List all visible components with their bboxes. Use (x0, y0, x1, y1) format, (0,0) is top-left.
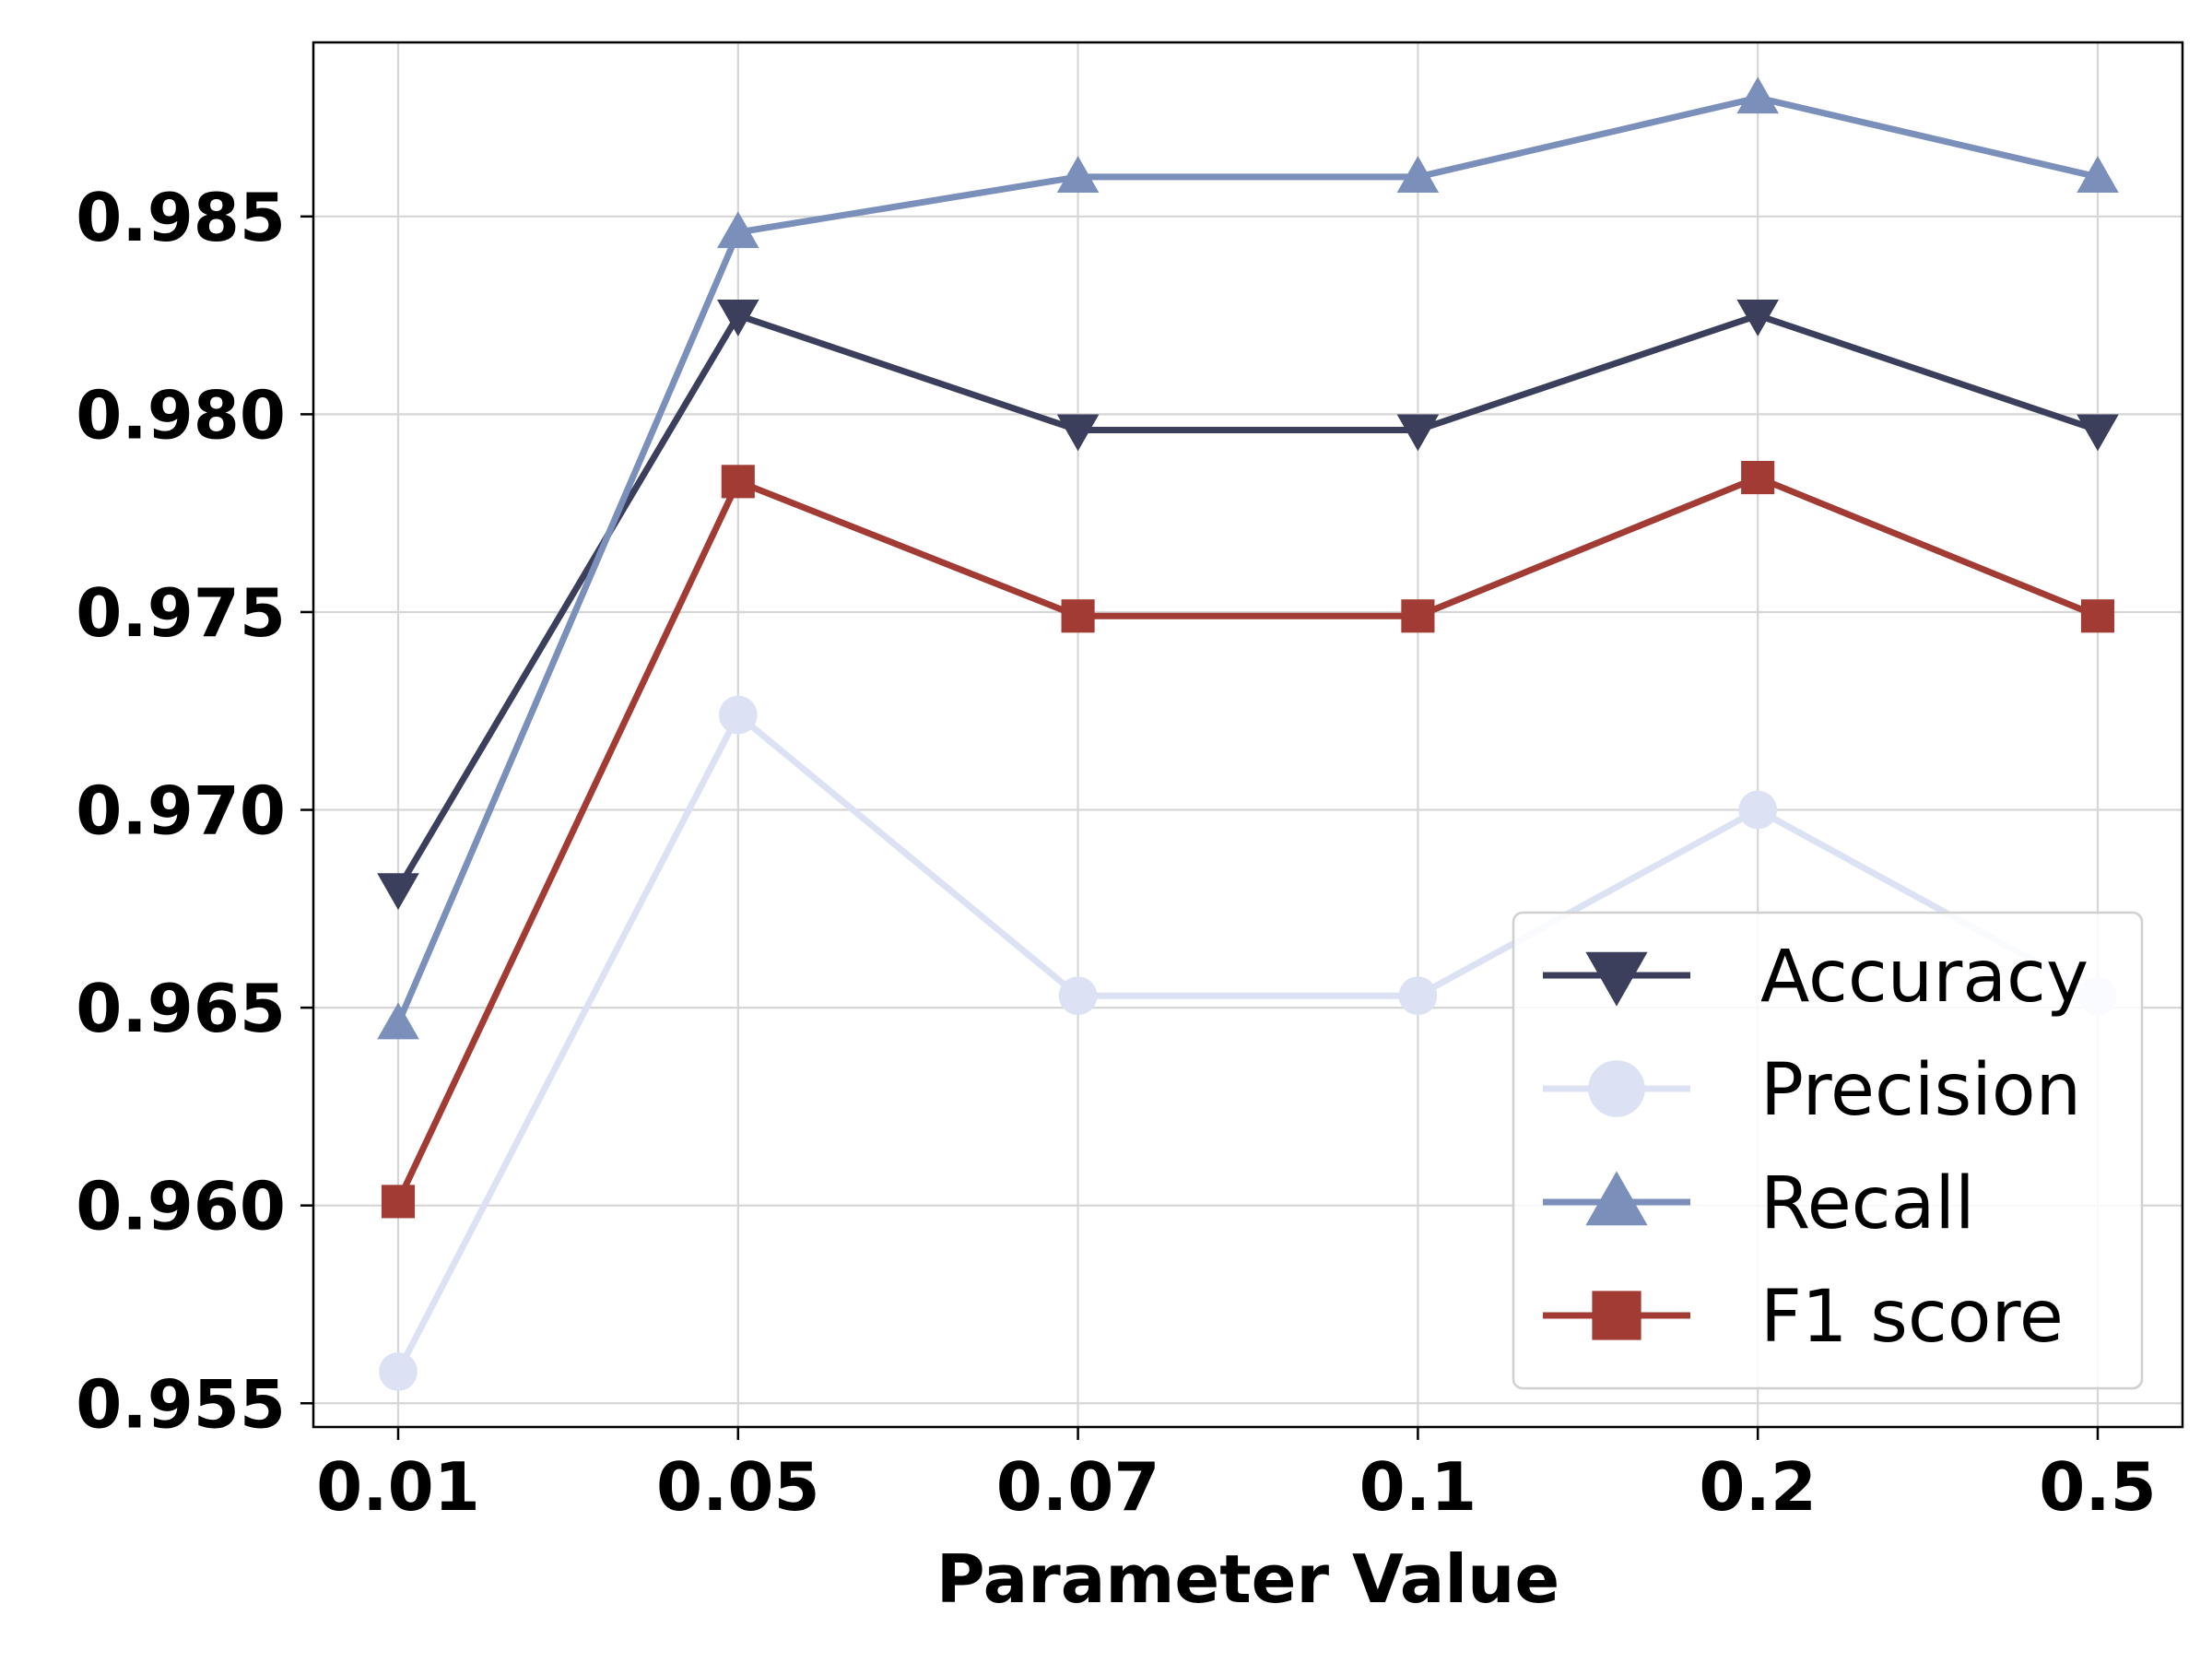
data-point (1058, 976, 1098, 1016)
legend-marker (1588, 1060, 1645, 1117)
x-tick-label: 0.01 (316, 1448, 480, 1526)
data-point (717, 211, 759, 249)
legend-label: Precision (1760, 1049, 2081, 1132)
y-tick-label: 0.965 (76, 970, 286, 1047)
legend-item: Accuracy (1543, 936, 2088, 1019)
data-point (1736, 77, 1779, 114)
data-point (1738, 790, 1778, 830)
x-tick-label: 0.1 (1359, 1448, 1477, 1526)
series-line (394, 474, 2101, 1205)
data-point (1396, 156, 1440, 194)
x-axis-title: Parameter Value (936, 1540, 1559, 1618)
legend-marker (1592, 1291, 1641, 1340)
data-point (1401, 599, 1435, 633)
data-point (1736, 300, 1779, 336)
legend-marker (1585, 1171, 1648, 1226)
data-point (717, 300, 759, 336)
series-layer (377, 77, 2119, 1391)
legend-marker (1585, 951, 1648, 1007)
series-accuracy (377, 300, 2119, 911)
y-tick-label: 0.960 (76, 1168, 286, 1245)
data-point (721, 465, 755, 499)
y-tick-label: 0.955 (76, 1365, 286, 1443)
y-tick-label: 0.985 (76, 179, 286, 256)
data-point (1056, 414, 1100, 452)
series-line (394, 712, 2101, 1375)
data-point (1396, 414, 1440, 452)
series-f1-score (381, 461, 2115, 1219)
grid (313, 42, 2183, 1427)
data-point (1056, 156, 1100, 194)
x-tick-label: 0.07 (996, 1448, 1160, 1526)
y-tick-label: 0.970 (76, 773, 286, 850)
series-recall (377, 77, 2119, 1040)
legend-label: F1 score (1760, 1276, 2064, 1359)
legend-label: Accuracy (1760, 936, 2088, 1019)
data-point (379, 1352, 418, 1391)
data-point (2077, 414, 2119, 452)
data-point (381, 1185, 416, 1219)
ticks: 0.01 0.05 0.07 0.1 0.2 0.5 0.955 0.960 0.965 0.97… (76, 179, 2157, 1526)
data-point (377, 873, 419, 911)
plot-frame (312, 41, 2184, 1429)
data-point (377, 1002, 419, 1040)
legend-item: Recall (1543, 1162, 1975, 1245)
y-tick-label: 0.980 (76, 376, 286, 454)
data-point (1398, 976, 1438, 1016)
legend-item: Precision (1543, 1049, 2081, 1132)
legend-label: Recall (1760, 1162, 1975, 1245)
x-tick-label: 0.5 (2039, 1448, 2157, 1526)
x-tick-label: 0.2 (1699, 1448, 1817, 1526)
data-point (2080, 599, 2115, 633)
x-tick-label: 0.05 (656, 1448, 820, 1526)
data-point (718, 695, 758, 735)
data-point (1741, 461, 1775, 495)
data-point (2077, 156, 2119, 194)
legend-box (1512, 911, 2144, 1390)
legend: Accuracy Precision Recall F1 score (1512, 911, 2144, 1390)
series-line (394, 94, 2101, 1027)
y-tick-label: 0.975 (76, 574, 286, 652)
legend-item: F1 score (1543, 1276, 2064, 1359)
series-line (394, 312, 2101, 892)
data-point (1061, 599, 1095, 633)
